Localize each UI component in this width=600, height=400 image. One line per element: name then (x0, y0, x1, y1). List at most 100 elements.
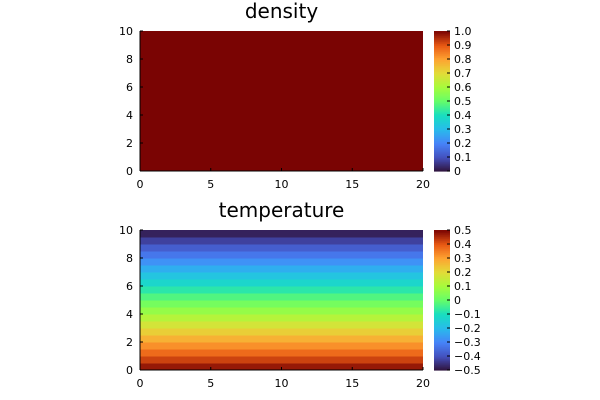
colorbar-segment (434, 99, 450, 102)
heatmap-band (140, 272, 423, 280)
colorbar-tick-label: 0.4 (454, 109, 472, 122)
colorbar-segment (434, 71, 450, 74)
x-tick-label: 20 (416, 377, 430, 390)
colorbar-segment (434, 37, 450, 40)
colorbar-segment (434, 366, 450, 369)
y-tick-label: 0 (126, 364, 133, 377)
colorbar-segment (434, 77, 450, 80)
colorbar-segment (434, 45, 450, 48)
colorbar-segment (434, 113, 450, 116)
colorbar-segment (434, 340, 450, 343)
y-tick-label: 0 (126, 165, 133, 178)
colorbar-segment (434, 252, 450, 255)
heatmap-band (140, 300, 423, 308)
colorbar-segment (434, 304, 450, 307)
colorbar-segment (434, 83, 450, 86)
colorbar-segment (434, 81, 450, 84)
colorbar-segment (434, 129, 450, 132)
colorbar-segment (434, 344, 450, 347)
colorbar-segment (434, 280, 450, 283)
colorbar-tick-label: −0.1 (454, 308, 481, 321)
colorbar-segment (434, 364, 450, 367)
colorbar-segment (434, 234, 450, 237)
colorbar-segment (434, 342, 450, 345)
heatmap-cell (140, 31, 423, 171)
colorbar-segment (434, 296, 450, 299)
colorbar-segment (434, 141, 450, 144)
colorbar-segment (434, 163, 450, 166)
colorbar-tick-label: 0.1 (454, 151, 472, 164)
heatmap-band (140, 237, 423, 245)
y-tick-label: 6 (126, 81, 133, 94)
colorbar-segment (434, 266, 450, 269)
colorbar-segment (434, 244, 450, 247)
heatmap-band (140, 258, 423, 266)
colorbar-segment (434, 242, 450, 245)
colorbar-tick-label: 0.5 (454, 224, 472, 237)
colorbar-segment (434, 149, 450, 152)
colorbar-segment (434, 274, 450, 277)
colorbar-segment (434, 65, 450, 68)
colorbar-tick-label: 0.8 (454, 53, 472, 66)
colorbar-segment (434, 125, 450, 128)
colorbar-tick-label: 0 (454, 165, 461, 178)
colorbar-segment (434, 318, 450, 321)
colorbar-segment (434, 69, 450, 72)
colorbar-segment (434, 159, 450, 162)
colorbar-segment (434, 346, 450, 349)
x-tick-label: 15 (345, 178, 359, 191)
colorbar-segment (434, 356, 450, 359)
colorbar-segment (434, 336, 450, 339)
colorbar-segment (434, 348, 450, 351)
colorbar-segment (434, 73, 450, 76)
colorbar-segment (434, 246, 450, 249)
y-tick-label: 8 (126, 53, 133, 66)
colorbar: 00.10.20.30.40.50.60.70.80.91.0 (434, 25, 472, 178)
y-tick-label: 8 (126, 252, 133, 265)
colorbar-tick-label: −0.4 (454, 350, 481, 363)
colorbar-segment (434, 350, 450, 353)
colorbar-segment (434, 238, 450, 241)
colorbar-segment (434, 272, 450, 275)
x-tick-label: 5 (207, 178, 214, 191)
colorbar-segment (434, 57, 450, 60)
colorbar-tick-label: 0.2 (454, 266, 472, 279)
heatmap (140, 31, 423, 171)
colorbar-tick-label: 0.9 (454, 39, 472, 52)
x-tick-label: 20 (416, 178, 430, 191)
y-tick-label: 10 (119, 224, 133, 237)
colorbar-tick-label: −0.2 (454, 322, 481, 335)
x-tick-label: 5 (207, 377, 214, 390)
heatmap-band (140, 307, 423, 315)
colorbar-segment (434, 368, 450, 371)
colorbar-segment (434, 230, 450, 233)
colorbar-segment (434, 101, 450, 104)
colorbar-segment (434, 294, 450, 297)
colorbar-segment (434, 320, 450, 323)
heatmap-band (140, 286, 423, 294)
colorbar-tick-label: −0.5 (454, 364, 481, 377)
colorbar-tick-label: 0 (454, 294, 461, 307)
colorbar-tick-label: 0.3 (454, 252, 472, 265)
colorbar-segment (434, 67, 450, 70)
colorbar-segment (434, 236, 450, 239)
colorbar-tick-label: 0.5 (454, 95, 472, 108)
colorbar-segment (434, 326, 450, 329)
colorbar-segment (434, 322, 450, 325)
colorbar-segment (434, 41, 450, 44)
colorbar-segment (434, 147, 450, 150)
colorbar-segment (434, 270, 450, 273)
x-tick-label: 15 (345, 377, 359, 390)
colorbar-segment (434, 137, 450, 140)
colorbar-segment (434, 53, 450, 56)
colorbar-segment (434, 352, 450, 355)
colorbar-segment (434, 107, 450, 110)
chart-title: density (245, 0, 318, 23)
colorbar-segment (434, 316, 450, 319)
colorbar-segment (434, 286, 450, 289)
colorbar-segment (434, 165, 450, 168)
colorbar-segment (434, 362, 450, 365)
colorbar-segment (434, 109, 450, 112)
colorbar-segment (434, 111, 450, 114)
